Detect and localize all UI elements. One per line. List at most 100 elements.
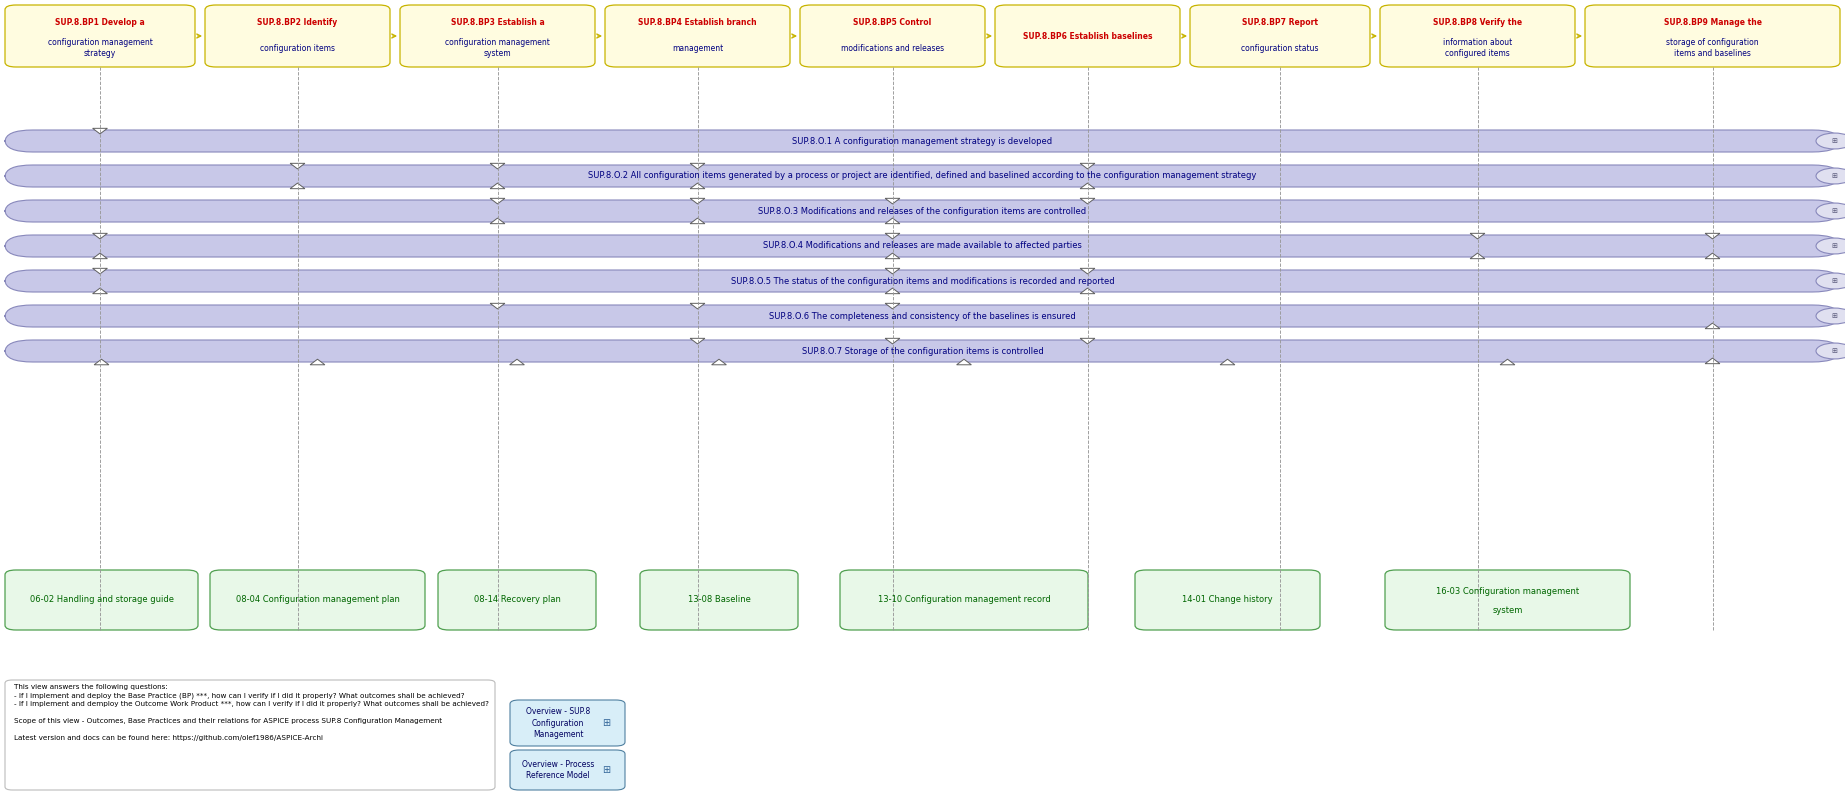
Polygon shape xyxy=(690,218,705,224)
Text: This view answers the following questions:
- If I implement and deploy the Base : This view answers the following question… xyxy=(15,684,489,742)
Text: SUP.8.BP7 Report: SUP.8.BP7 Report xyxy=(1242,18,1317,27)
Text: ⊞: ⊞ xyxy=(1832,243,1838,249)
Text: 16-03 Configuration management: 16-03 Configuration management xyxy=(1435,587,1579,595)
Polygon shape xyxy=(92,233,107,239)
Text: 13-10 Configuration management record: 13-10 Configuration management record xyxy=(878,595,1050,604)
FancyBboxPatch shape xyxy=(1380,5,1576,67)
Polygon shape xyxy=(1705,253,1720,259)
Text: Overview - Process
Reference Model: Overview - Process Reference Model xyxy=(522,760,594,780)
Text: Overview - SUP.8
Configuration
Management: Overview - SUP.8 Configuration Managemen… xyxy=(526,708,590,739)
Polygon shape xyxy=(1079,288,1094,294)
Text: SUP.8.BP9 Manage the: SUP.8.BP9 Manage the xyxy=(1664,18,1762,27)
Polygon shape xyxy=(1079,163,1094,169)
Polygon shape xyxy=(491,163,506,169)
FancyBboxPatch shape xyxy=(205,5,389,67)
Polygon shape xyxy=(491,218,506,224)
Polygon shape xyxy=(1705,358,1720,364)
Text: ⊞: ⊞ xyxy=(1832,313,1838,319)
Polygon shape xyxy=(690,198,705,204)
Text: storage of configuration
items and baselines: storage of configuration items and basel… xyxy=(1666,38,1758,58)
Text: information about
configured items: information about configured items xyxy=(1443,38,1513,58)
Polygon shape xyxy=(956,359,970,365)
Polygon shape xyxy=(290,163,304,169)
Text: SUP.8.O.6 The completeness and consistency of the baselines is ensured: SUP.8.O.6 The completeness and consisten… xyxy=(769,311,1076,321)
Polygon shape xyxy=(1079,198,1094,204)
Text: SUP.8.O.4 Modifications and releases are made available to affected parties: SUP.8.O.4 Modifications and releases are… xyxy=(764,241,1081,251)
Circle shape xyxy=(1815,203,1845,219)
FancyBboxPatch shape xyxy=(400,5,594,67)
Text: 08-04 Configuration management plan: 08-04 Configuration management plan xyxy=(236,595,399,604)
Polygon shape xyxy=(690,303,705,309)
Text: ⊞: ⊞ xyxy=(603,718,611,728)
Text: SUP.8.O.2 All configuration items generated by a process or project are identifi: SUP.8.O.2 All configuration items genera… xyxy=(589,171,1256,181)
Polygon shape xyxy=(92,253,107,259)
Polygon shape xyxy=(690,338,705,344)
Polygon shape xyxy=(491,198,506,204)
FancyBboxPatch shape xyxy=(6,165,1839,187)
Text: ⊞: ⊞ xyxy=(1832,173,1838,179)
Text: SUP.8.BP6 Establish baselines: SUP.8.BP6 Establish baselines xyxy=(1022,32,1153,41)
Polygon shape xyxy=(886,303,900,309)
Polygon shape xyxy=(1079,183,1094,189)
FancyBboxPatch shape xyxy=(1135,570,1319,630)
FancyBboxPatch shape xyxy=(6,200,1839,222)
Text: 13-08 Baseline: 13-08 Baseline xyxy=(688,595,751,604)
Polygon shape xyxy=(886,218,900,224)
Polygon shape xyxy=(886,233,900,239)
Polygon shape xyxy=(94,359,109,365)
Text: 06-02 Handling and storage guide: 06-02 Handling and storage guide xyxy=(30,595,173,604)
FancyBboxPatch shape xyxy=(839,570,1089,630)
FancyBboxPatch shape xyxy=(6,680,494,790)
Polygon shape xyxy=(690,163,705,169)
Text: configuration items: configuration items xyxy=(260,44,336,53)
Polygon shape xyxy=(886,253,900,259)
FancyBboxPatch shape xyxy=(6,5,196,67)
Circle shape xyxy=(1815,133,1845,149)
Polygon shape xyxy=(491,183,506,189)
FancyBboxPatch shape xyxy=(1190,5,1371,67)
Polygon shape xyxy=(509,359,524,365)
FancyBboxPatch shape xyxy=(509,750,625,790)
Polygon shape xyxy=(310,359,325,365)
Text: SUP.8.BP1 Develop a: SUP.8.BP1 Develop a xyxy=(55,18,146,27)
Polygon shape xyxy=(92,288,107,294)
FancyBboxPatch shape xyxy=(994,5,1181,67)
Text: SUP.8.BP3 Establish a: SUP.8.BP3 Establish a xyxy=(450,18,544,27)
Circle shape xyxy=(1815,168,1845,184)
FancyBboxPatch shape xyxy=(6,235,1839,257)
Polygon shape xyxy=(886,268,900,274)
Text: modifications and releases: modifications and releases xyxy=(841,44,945,53)
FancyBboxPatch shape xyxy=(6,340,1839,362)
Text: ⊞: ⊞ xyxy=(1832,278,1838,284)
Circle shape xyxy=(1815,308,1845,324)
Text: SUP.8.BP8 Verify the: SUP.8.BP8 Verify the xyxy=(1434,18,1522,27)
Text: system: system xyxy=(1493,607,1522,615)
Polygon shape xyxy=(1500,359,1515,365)
Polygon shape xyxy=(1079,268,1094,274)
FancyBboxPatch shape xyxy=(210,570,424,630)
Polygon shape xyxy=(1470,253,1485,259)
Polygon shape xyxy=(886,338,900,344)
FancyBboxPatch shape xyxy=(1585,5,1839,67)
Polygon shape xyxy=(290,183,304,189)
Polygon shape xyxy=(1079,338,1094,344)
FancyBboxPatch shape xyxy=(6,570,197,630)
FancyBboxPatch shape xyxy=(6,270,1839,292)
Polygon shape xyxy=(712,359,727,365)
FancyBboxPatch shape xyxy=(801,5,985,67)
FancyBboxPatch shape xyxy=(605,5,790,67)
Polygon shape xyxy=(886,288,900,294)
Circle shape xyxy=(1815,273,1845,289)
Text: 08-14 Recovery plan: 08-14 Recovery plan xyxy=(474,595,561,604)
Text: SUP.8.BP2 Identify: SUP.8.BP2 Identify xyxy=(256,18,338,27)
Polygon shape xyxy=(690,183,705,189)
Text: ⊞: ⊞ xyxy=(1832,208,1838,214)
Text: 14-01 Change history: 14-01 Change history xyxy=(1183,595,1273,604)
Polygon shape xyxy=(886,198,900,204)
Circle shape xyxy=(1815,238,1845,254)
FancyBboxPatch shape xyxy=(1386,570,1629,630)
Polygon shape xyxy=(92,128,107,134)
Text: SUP.8.O.5 The status of the configuration items and modifications is recorded an: SUP.8.O.5 The status of the configuratio… xyxy=(731,276,1114,286)
Text: SUP.8.O.3 Modifications and releases of the configuration items are controlled: SUP.8.O.3 Modifications and releases of … xyxy=(758,206,1087,216)
Text: ⊞: ⊞ xyxy=(1832,348,1838,354)
